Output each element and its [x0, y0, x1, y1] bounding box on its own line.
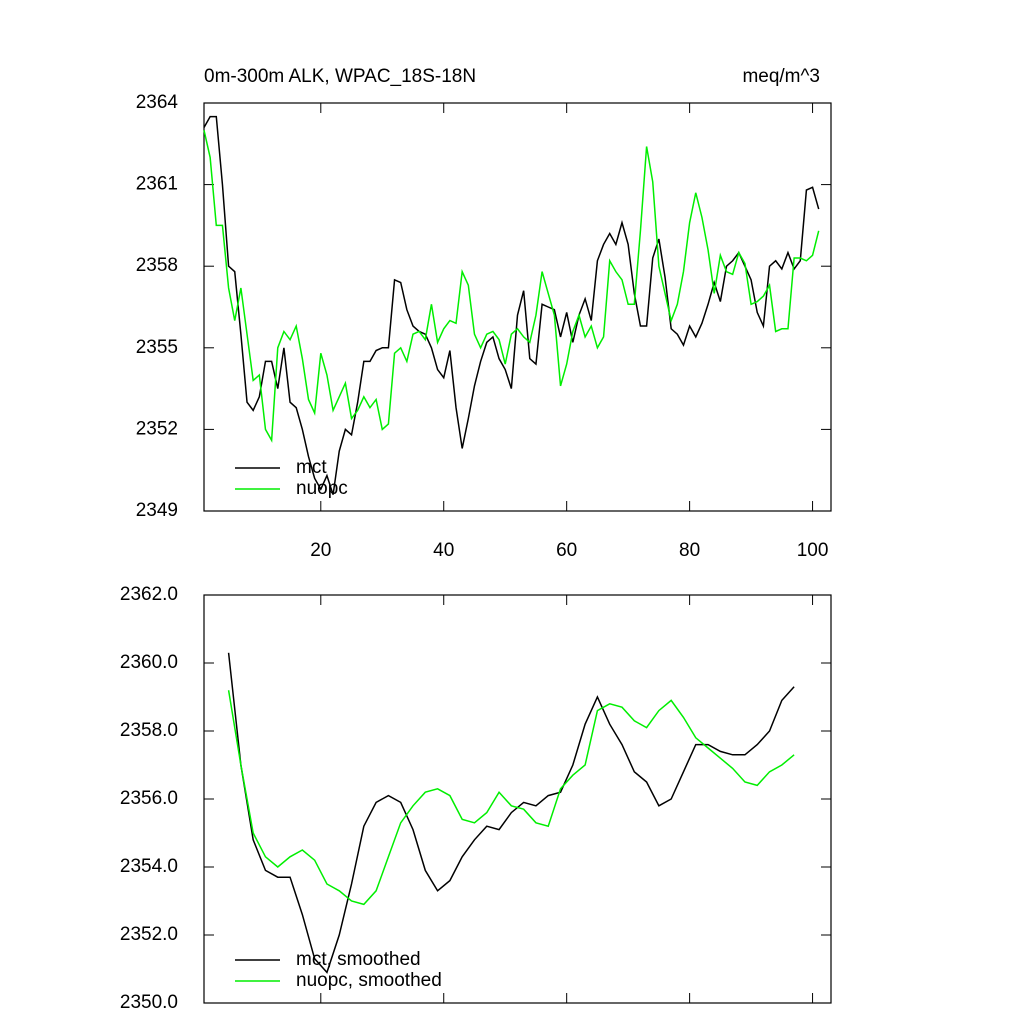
y-tick-label: 2350.0 [120, 992, 178, 1013]
y-tick-label: 2362.0 [120, 584, 178, 605]
legend-label: nuopc [296, 478, 348, 499]
y-tick-label: 2358 [136, 255, 178, 276]
series-line [227, 652, 795, 974]
x-tick-label: 100 [797, 540, 829, 561]
y-tick-label: 2352.0 [120, 924, 178, 945]
plot-frame [203, 594, 832, 1004]
y-tick-label: 2364 [136, 92, 179, 113]
plot-frame [203, 102, 832, 512]
units-label: meq/m^3 [742, 66, 820, 87]
series-line [203, 130, 820, 443]
y-tick-label: 2354.0 [120, 856, 178, 877]
y-tick-label: 2361 [136, 174, 178, 195]
series-line [203, 115, 820, 495]
x-tick-label: 40 [433, 540, 454, 561]
y-tick-label: 2356.0 [120, 788, 178, 809]
chart-title: 0m-300m ALK, WPAC_18S-18N [204, 66, 476, 87]
legend-label: mct, smoothed [296, 949, 421, 970]
x-tick-label: 20 [310, 540, 331, 561]
y-tick-label: 2358.0 [120, 720, 178, 741]
y-tick-label: 2352 [136, 418, 178, 439]
series-line [227, 690, 795, 906]
legend-label: nuopc, smoothed [296, 970, 442, 991]
x-tick-label: 60 [556, 540, 577, 561]
y-tick-label: 2355 [136, 337, 178, 358]
y-tick-label: 2349 [136, 500, 178, 521]
x-tick-label: 80 [679, 540, 700, 561]
y-tick-label: 2360.0 [120, 652, 178, 673]
legend-label: mct [296, 457, 327, 478]
